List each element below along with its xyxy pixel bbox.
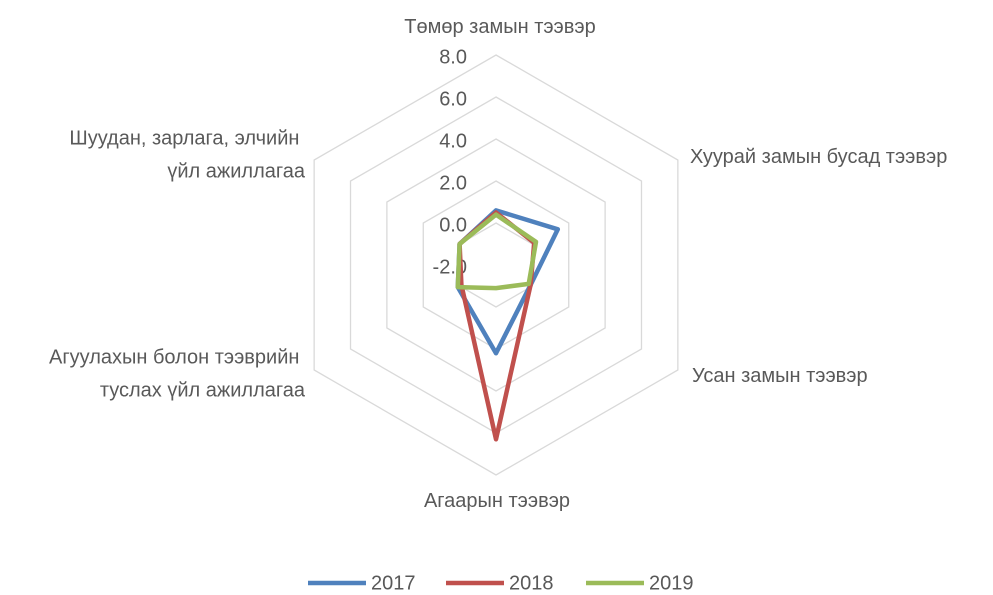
tick-label: 8.0: [439, 46, 467, 68]
grid-ring: [349, 96, 643, 434]
legend-label: 2018: [509, 572, 554, 594]
category-label: Агаарын тээвэр: [424, 490, 570, 512]
tick-label: 6.0: [439, 88, 467, 110]
category-label: Шуудан, зарлага, элчийн үйл ажиллагаа: [69, 128, 305, 183]
tick-label: 0.0: [439, 214, 467, 236]
grid-ring: [313, 54, 679, 476]
category-label: Хуурай замын бусад тээвэр: [690, 146, 947, 168]
category-label: Агуулахын болон тээврийн туслах үйл ажил…: [49, 347, 306, 402]
category-label: Усан замын тээвэр: [692, 365, 868, 387]
legend-label: 2017: [371, 572, 416, 594]
tick-label: 4.0: [439, 130, 467, 152]
series-line: [457, 210, 537, 442]
tick-label: 2.0: [439, 172, 467, 194]
grid-ring: [386, 138, 606, 392]
legend-label: 2019: [649, 572, 694, 594]
series-line: [455, 212, 539, 291]
category-label: Төмөр замын тээвэр: [404, 16, 595, 38]
